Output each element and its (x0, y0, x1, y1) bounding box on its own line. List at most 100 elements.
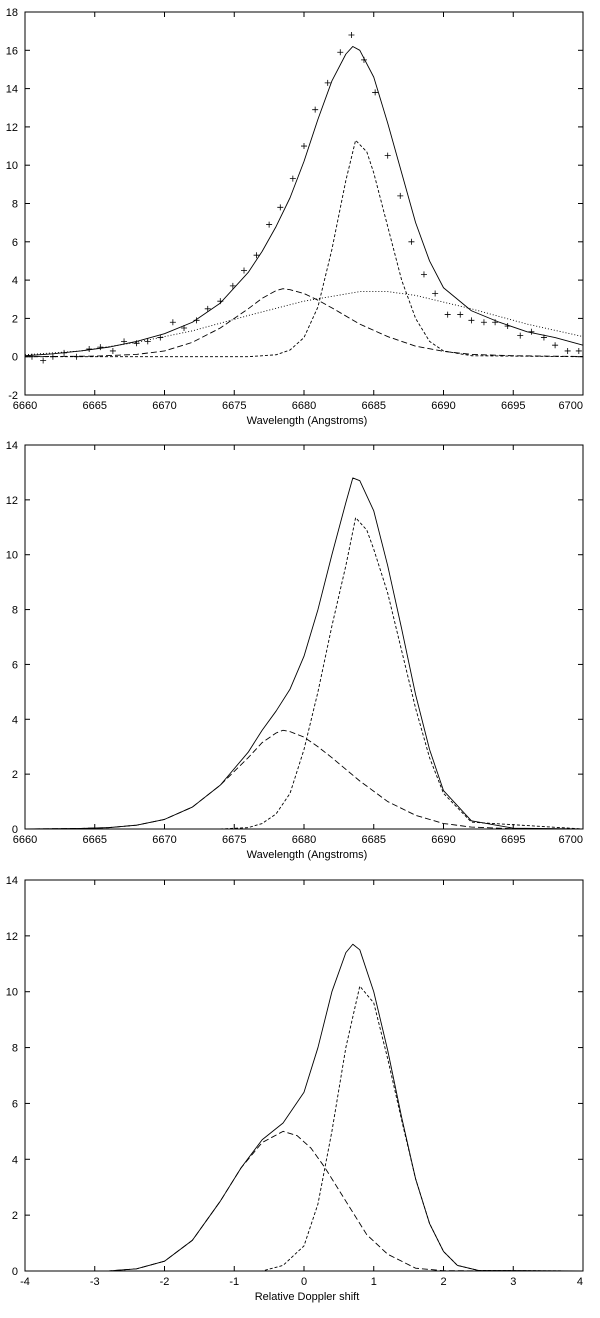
x-tick-label: 6670 (152, 834, 176, 846)
y-tick-label: 2 (12, 313, 18, 325)
data-point (121, 338, 128, 345)
y-tick-label: 4 (12, 275, 18, 287)
data-point (575, 347, 582, 354)
data-point (40, 357, 47, 364)
data-point (468, 317, 475, 324)
x-tick-label: 6690 (431, 834, 455, 846)
x-tick-label: -1 (229, 1276, 239, 1288)
data-point (181, 324, 188, 331)
data-point (432, 290, 439, 297)
data-point (241, 267, 248, 274)
series-line-solid (25, 943, 584, 1272)
y-tick-label: 10 (6, 987, 18, 999)
x-axis-label: Wavelength (Angstroms) (247, 849, 368, 861)
plot-frame (24, 11, 584, 396)
data-point (444, 311, 451, 318)
y-tick-label: 14 (6, 875, 18, 887)
data-point (289, 175, 296, 182)
x-tick-label: 6660 (13, 834, 37, 846)
series-line-dashed (24, 729, 584, 830)
y-tick-label: 0 (12, 352, 18, 364)
data-point (217, 298, 224, 305)
series-line-short-dashed (25, 139, 584, 358)
x-tick-label: 6665 (83, 400, 107, 412)
data-point (109, 347, 116, 354)
data-point (564, 347, 571, 354)
data-point (348, 31, 355, 38)
chart-panel-2: 6660 6665 6670 6675 6680 6685 6690 6695 6700 0 2 4 6… (6, 440, 584, 861)
x-tick-label: 6695 (501, 834, 525, 846)
data-point (337, 49, 344, 56)
data-point (28, 353, 35, 360)
y-tick-label: 14 (6, 440, 18, 452)
y-tick-label: 12 (6, 495, 18, 507)
data-point (312, 106, 319, 113)
y-tick-label: 2 (12, 1210, 18, 1222)
x-axis-label: Wavelength (Angstroms) (247, 415, 368, 427)
x-tick-label: 4 (577, 1276, 583, 1288)
series-line-solid (24, 477, 584, 830)
data-point (204, 305, 211, 312)
y-tick-label: 16 (6, 45, 18, 57)
y-tick-label: -2 (8, 390, 18, 402)
x-tick-label: 6700 (559, 400, 583, 412)
x-tick-label: 6670 (152, 400, 176, 412)
data-point (552, 342, 559, 349)
data-point (253, 252, 260, 259)
y-tick-label: 6 (12, 659, 18, 671)
data-point (480, 319, 487, 326)
data-point (504, 323, 511, 330)
data-point (49, 353, 56, 360)
data-point (540, 334, 547, 341)
x-tick-label: 6685 (362, 834, 386, 846)
x-tick-label: 6680 (292, 834, 316, 846)
y-tick-label: 0 (12, 824, 18, 836)
y-tick-label: 12 (6, 931, 18, 943)
data-point (384, 152, 391, 159)
y-tick-label: 10 (6, 160, 18, 172)
data-point (193, 317, 200, 324)
data-point (301, 143, 307, 150)
data-point (372, 89, 379, 96)
y-tick-label: 2 (12, 769, 18, 781)
series-line-dashed (24, 288, 584, 358)
data-point (324, 79, 331, 86)
x-tick-label: 6695 (501, 400, 525, 412)
data-point (144, 338, 151, 345)
x-tick-label: 6685 (362, 400, 386, 412)
data-point (97, 344, 104, 351)
data-point (397, 192, 404, 199)
x-tick-label: 6660 (13, 400, 37, 412)
data-point (277, 204, 284, 211)
x-tick-label: 2 (440, 1276, 446, 1288)
data-point (492, 319, 499, 326)
x-tick-label: -4 (20, 1276, 30, 1288)
y-tick-label: 8 (12, 199, 18, 211)
x-tick-label: 0 (301, 1276, 307, 1288)
y-tick-label: 8 (12, 605, 18, 617)
series-line-solid (24, 46, 584, 357)
x-tick-label: -3 (90, 1276, 100, 1288)
x-axis-label: Relative Doppler shift (255, 1291, 360, 1303)
series-line-dashed (25, 1130, 584, 1272)
data-point (420, 271, 427, 278)
chart-panel-1: 6660 6665 6670 6675 6680 6685 6690 6695 6700 -2 0 2… (6, 7, 584, 427)
data-point (169, 319, 176, 326)
data-point (157, 334, 164, 341)
y-tick-label: 18 (6, 7, 18, 19)
data-point (133, 340, 140, 347)
x-tick-label: 6665 (83, 834, 107, 846)
x-tick-label: -2 (160, 1276, 170, 1288)
x-tick-label: 1 (371, 1276, 377, 1288)
x-tick-label: 6690 (431, 400, 455, 412)
data-point (229, 282, 236, 289)
y-tick-label: 6 (12, 1098, 18, 1110)
y-tick-label: 10 (6, 550, 18, 562)
data-point (360, 56, 367, 63)
plot-frame (24, 444, 584, 830)
x-tick-label: 6680 (292, 400, 316, 412)
data-point (86, 346, 93, 353)
series-line-short-dashed (25, 517, 584, 830)
y-tick-label: 4 (12, 1154, 18, 1166)
